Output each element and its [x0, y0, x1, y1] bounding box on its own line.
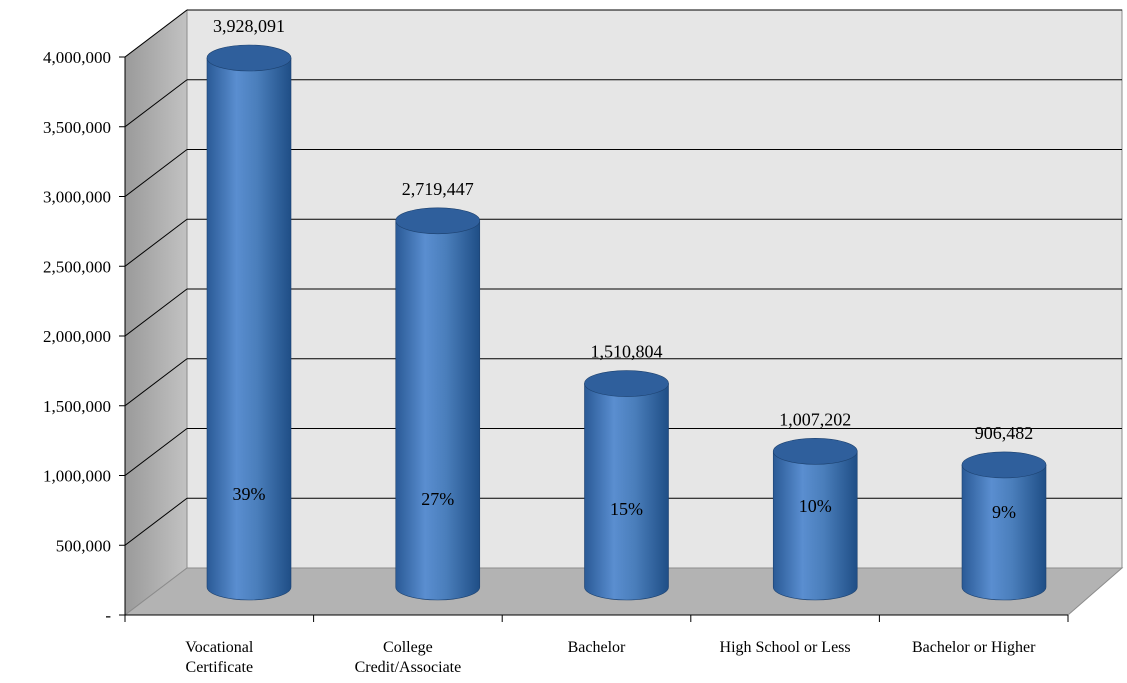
- y-tick-label: 1,500,000: [43, 397, 111, 416]
- y-tick-label: 3,500,000: [43, 118, 111, 137]
- y-tick-label: 2,500,000: [43, 257, 111, 276]
- bar-body: [395, 220, 481, 601]
- category-label: High School or Less: [720, 639, 851, 656]
- bar: [961, 451, 1047, 601]
- bars: [206, 44, 1047, 601]
- bar-top: [395, 207, 481, 235]
- bar-top: [206, 44, 292, 72]
- gridline-side: [124, 79, 188, 128]
- gridlines: [124, 9, 1122, 546]
- bar-top: [584, 370, 669, 397]
- bar-body: [961, 464, 1047, 601]
- percent-label: 39%: [233, 484, 266, 504]
- category-label: Vocational: [185, 639, 254, 656]
- labels: 3,928,091 39% Vocational Certificate 2,719,4…: [185, 16, 1036, 676]
- gridline-side: [124, 497, 188, 546]
- gridline-side: [124, 9, 188, 58]
- bar-top: [772, 438, 858, 465]
- data-label: 1,007,202: [779, 409, 851, 429]
- category-label: College: [383, 639, 433, 656]
- y-tick-label: 4,000,000: [43, 48, 111, 67]
- data-label: 3,928,091: [213, 16, 285, 36]
- gridline-side: [124, 428, 188, 476]
- bar-body: [206, 57, 292, 601]
- category-label: Bachelor or Higher: [912, 639, 1036, 656]
- category-label: Bachelor: [568, 639, 626, 656]
- y-tick-label: 500,000: [56, 536, 111, 555]
- y-tick-label: 2,000,000: [43, 327, 111, 346]
- bar: [395, 207, 481, 601]
- gridline-side: [124, 218, 188, 267]
- percent-label: 10%: [799, 496, 832, 516]
- axes: - 500,000 1,000,000 1,500,000 2,000,000 2,500…: [43, 48, 1069, 625]
- data-label: 1,510,804: [591, 342, 663, 362]
- percent-label: 15%: [610, 499, 643, 519]
- data-label: 906,482: [975, 423, 1034, 443]
- data-label: 2,719,447: [402, 179, 474, 199]
- bar: [584, 370, 669, 601]
- gridline-side: [124, 358, 188, 407]
- bar: [772, 438, 858, 601]
- y-tick-label: 1,000,000: [43, 467, 111, 486]
- y-tick-label: -: [105, 606, 111, 625]
- category-label: Credit/Associate: [355, 659, 462, 676]
- bar-body: [772, 451, 858, 601]
- gridline-side: [124, 288, 188, 337]
- y-tick-label: 3,000,000: [43, 188, 111, 207]
- bar-top: [961, 451, 1047, 479]
- category-label: Certificate: [186, 659, 254, 676]
- bar: [206, 44, 292, 601]
- percent-label: 27%: [421, 489, 454, 509]
- gridline-side: [124, 149, 188, 197]
- percent-label: 9%: [992, 502, 1016, 522]
- bar-body: [584, 383, 669, 601]
